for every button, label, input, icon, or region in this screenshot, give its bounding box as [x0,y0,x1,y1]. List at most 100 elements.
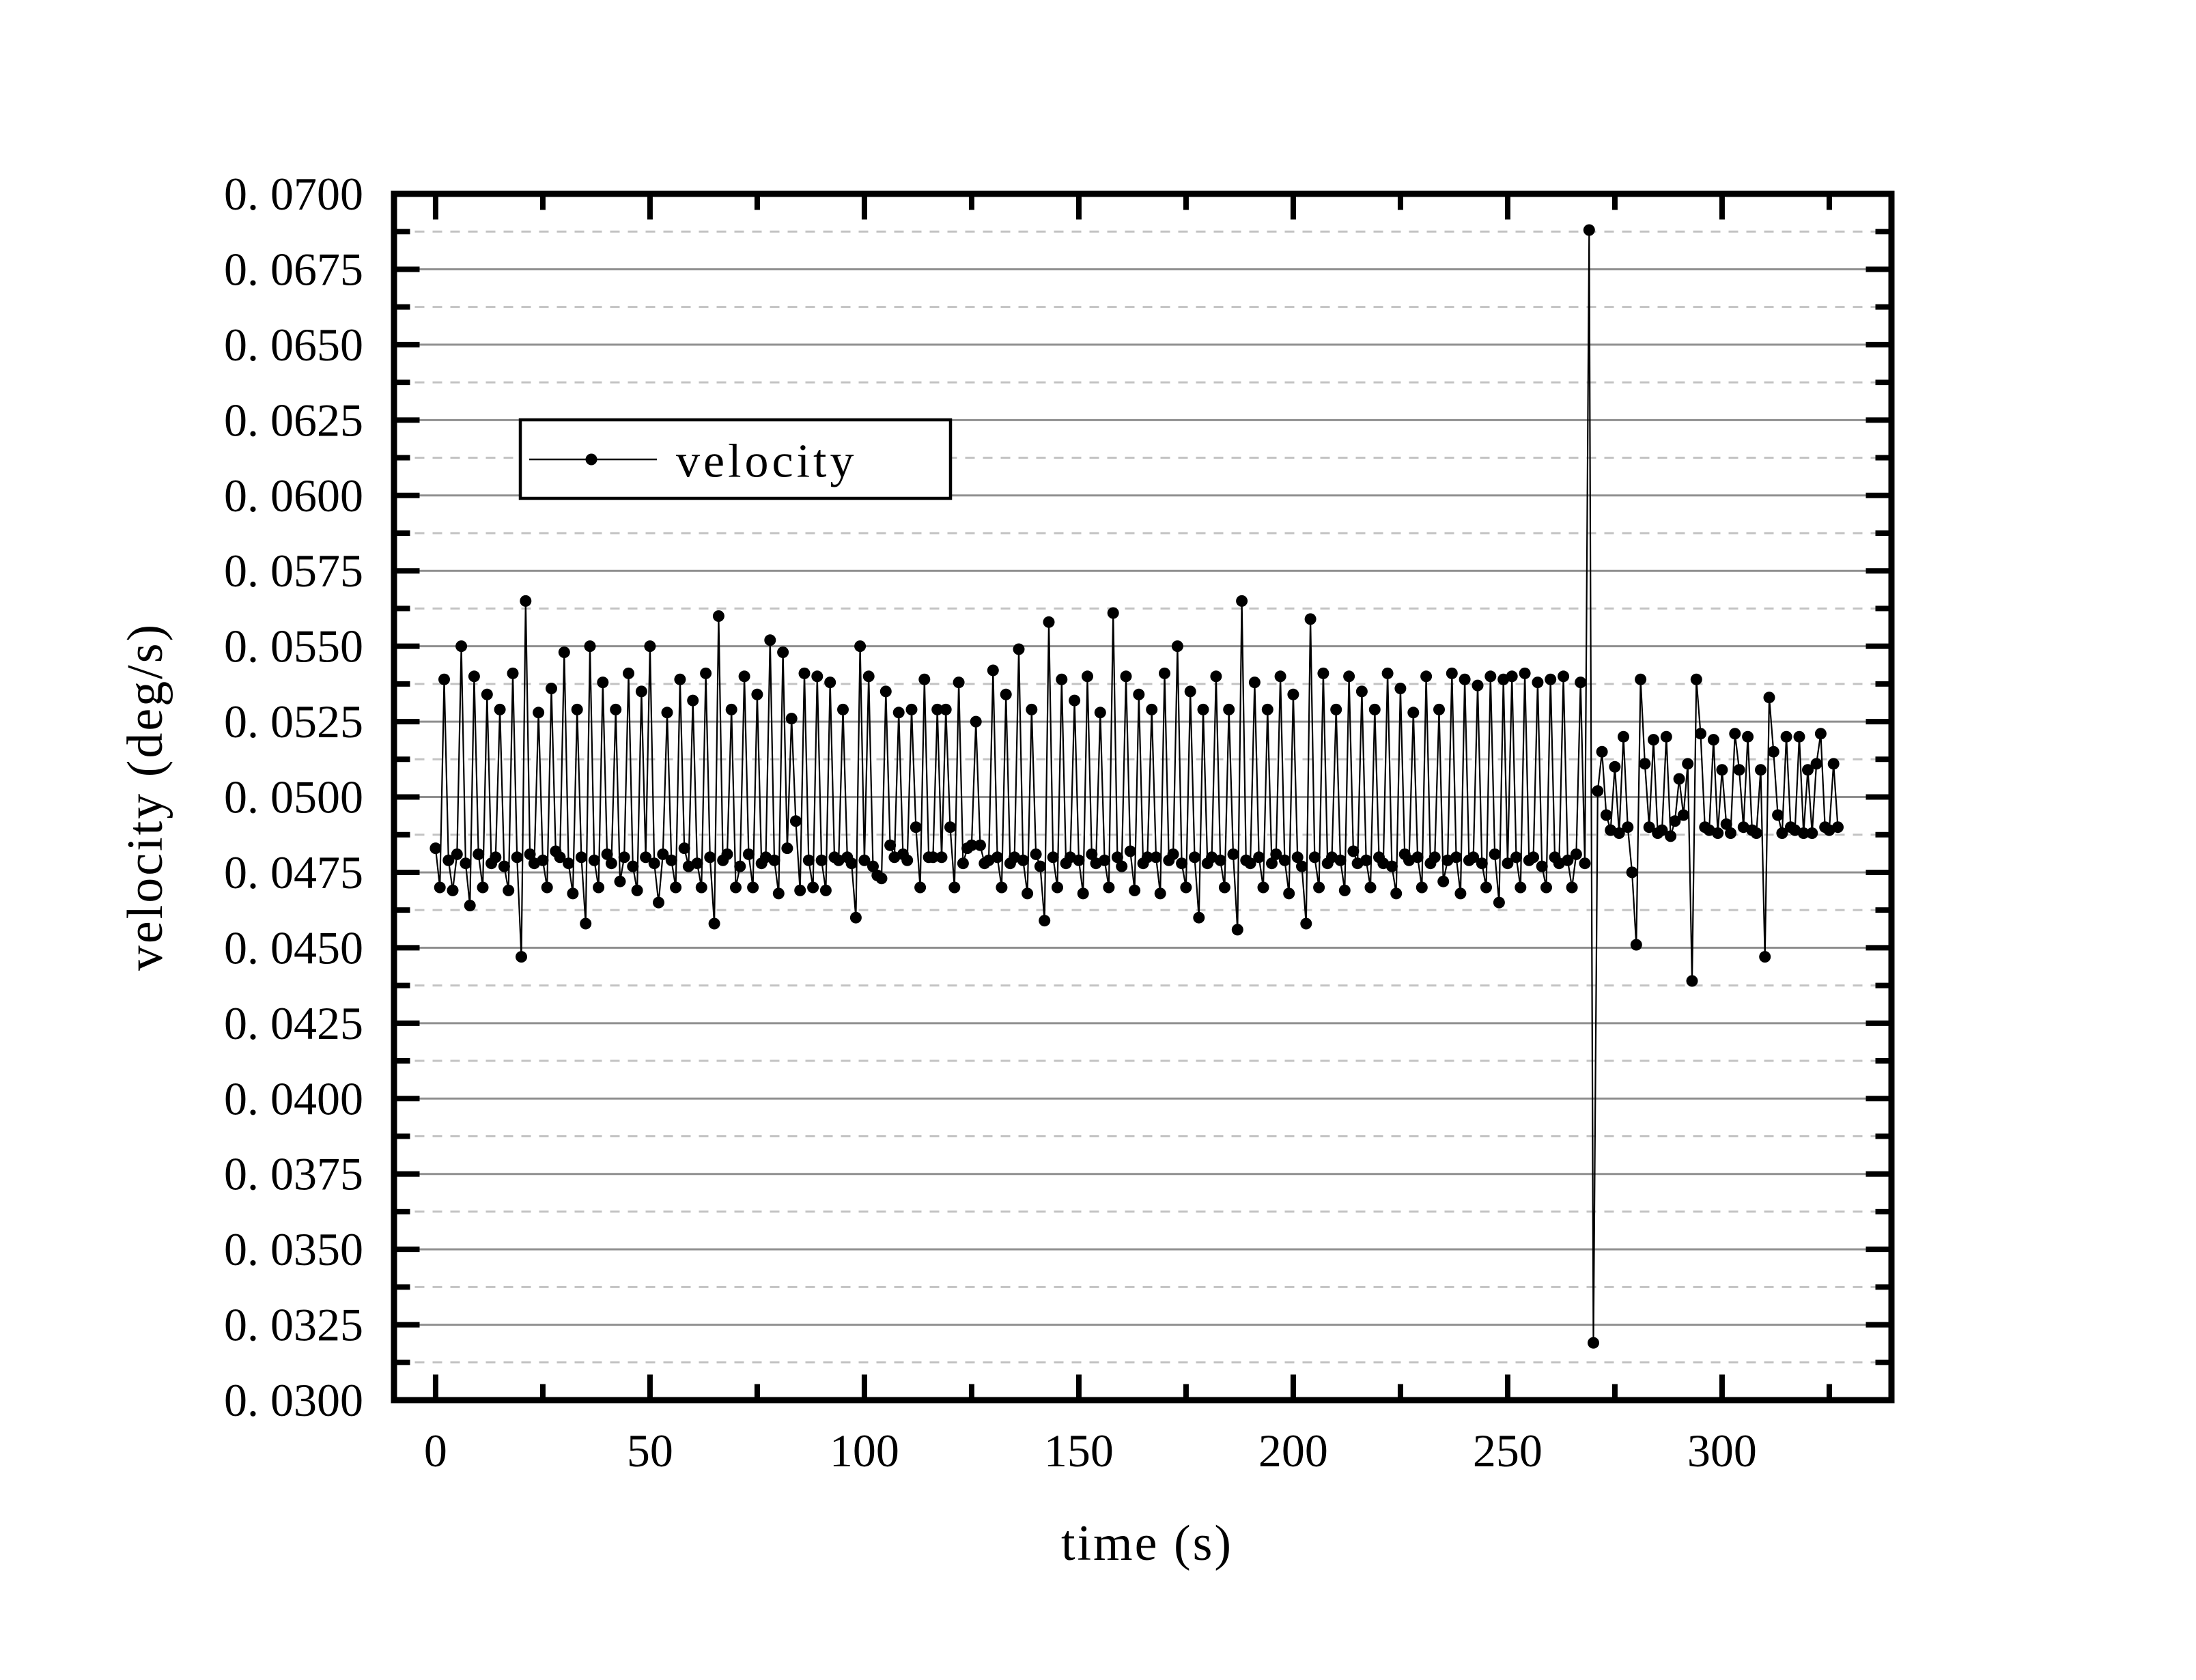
data-point [901,854,914,866]
data-point [789,815,802,827]
data-point [914,881,927,894]
x-tick-label: 150 [1044,1425,1114,1477]
y-tick-label: 0. 0650 [224,319,363,371]
data-point [1103,881,1115,894]
data-point [1231,924,1243,936]
data-point [571,703,583,715]
data-point [1536,860,1548,872]
data-point [520,595,532,607]
data-point [1618,730,1629,743]
data-point [1000,688,1012,700]
data-point [1180,881,1192,894]
data-point [605,857,617,870]
data-point [764,634,776,646]
data-point [1368,703,1381,715]
data-point [918,673,931,685]
data-point [1707,734,1719,746]
y-gridlines-minor [397,230,1889,1364]
data-point [481,688,493,700]
data-point [1330,703,1342,715]
data-point [451,848,463,860]
data-point [867,860,879,872]
data-point [447,884,459,896]
data-point [563,857,575,870]
data-point [1558,670,1570,683]
data-point [1274,670,1286,683]
data-point [858,854,871,866]
x-tick-label: 250 [1473,1425,1543,1477]
data-point [1437,875,1450,887]
data-point [1197,703,1209,715]
data-point [1013,643,1025,655]
data-point [580,917,592,930]
data-point [862,670,875,683]
data-point [1244,857,1256,870]
data-point [1725,827,1736,839]
data-point [1660,730,1672,743]
series-line [434,229,1839,1343]
y-tick-label: 0. 0325 [224,1299,363,1351]
data-point [635,685,647,698]
data-point [1759,951,1771,963]
tick-labels: 0. 0300 0. 0325 0. 0350 0. 0375 0. 0400 0. 04… [224,168,1757,1477]
data-point [695,881,707,894]
data-point [910,821,922,834]
data-point [1214,854,1226,866]
data-point [1167,848,1179,860]
data-point [1141,851,1153,864]
data-point [1304,613,1317,625]
data-point [1120,670,1132,683]
data-point [987,664,999,677]
data-point [944,821,956,834]
legend-marker-icon [585,453,597,466]
data-point [1630,939,1642,951]
data-point [1690,673,1702,685]
data-point [1729,728,1741,740]
data-point [1411,851,1424,864]
data-point [1150,851,1162,864]
data-point [1454,887,1467,900]
data-point [1562,854,1574,866]
data-point [1030,848,1042,860]
data-point [1596,745,1608,758]
data-point [670,881,682,894]
data-point [1355,685,1368,698]
data-point [468,670,480,683]
data-point [1210,670,1222,683]
data-point [507,667,519,679]
x-tick-label: 200 [1258,1425,1328,1477]
data-point [1116,860,1128,872]
data-point [1677,809,1689,821]
data-point [1532,677,1544,689]
data-point [1489,848,1501,860]
data-point [1261,703,1273,715]
data-point [691,857,703,870]
data-point [940,703,952,715]
data-point [1583,224,1595,236]
data-point [824,677,836,689]
data-point [879,685,892,698]
data-point [1502,857,1514,870]
data-point [1592,785,1604,797]
data-point [1648,734,1659,746]
data-point [819,884,832,896]
data-point [1171,640,1183,653]
velocity-series [430,224,1844,1349]
data-point [768,854,780,866]
data-point [704,851,716,864]
y-tick-label: 0. 0700 [224,168,363,220]
data-point [1733,764,1745,776]
data-point [1176,857,1188,870]
data-point [1622,821,1634,834]
data-point [1052,881,1063,894]
data-point [1472,679,1484,692]
data-point [798,667,811,679]
data-point [1716,764,1728,776]
data-point [996,881,1008,894]
data-point [1515,881,1527,894]
data-point [1159,667,1170,679]
data-point [627,860,639,872]
data-point [494,703,506,715]
data-point [546,683,557,694]
data-point [772,887,785,900]
